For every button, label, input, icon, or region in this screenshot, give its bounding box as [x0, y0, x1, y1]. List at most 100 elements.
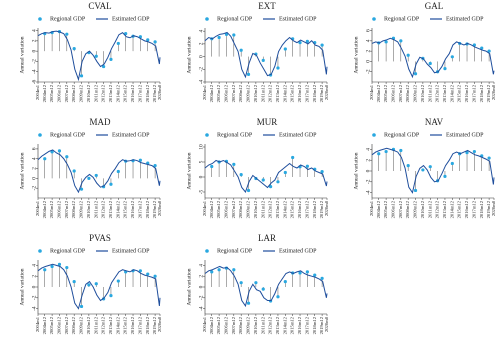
- y-axis-label: Annual variation: [19, 268, 25, 305]
- legend-label: Regional GDP: [50, 248, 86, 254]
- y-tick-label: -4: [198, 306, 204, 311]
- regional-point: [283, 280, 287, 284]
- x-tick-label: 2011m12: [93, 84, 98, 102]
- x-tick-label: 2020m8: [491, 84, 496, 100]
- regional-point: [146, 272, 150, 276]
- x-tick-label: 2016m12: [130, 200, 135, 218]
- x-tick-label: 2007m12: [64, 84, 69, 102]
- x-tick-label: 2019m12: [152, 200, 157, 218]
- y-tick-label: 0: [365, 60, 371, 63]
- panel-title: EXT: [258, 1, 276, 11]
- regional-point: [210, 270, 214, 274]
- legend-label: Estimated GDP: [446, 16, 484, 22]
- regional-point: [443, 67, 447, 71]
- x-tick-label: 2010m12: [86, 200, 91, 218]
- x-tick-label: 2004m12: [376, 84, 381, 102]
- x-tick-label: 2012m12: [268, 316, 273, 334]
- legend-label: Estimated GDP: [279, 248, 317, 254]
- regional-point: [72, 46, 76, 51]
- x-tick-label: 2012m12: [101, 200, 106, 218]
- y-tick-label: 4: [31, 264, 37, 267]
- x-tick-label: 2017m12: [137, 316, 142, 334]
- x-tick-label: 2011m12: [427, 84, 432, 102]
- x-tick-label: 2018m12: [312, 316, 317, 334]
- x-tick-label: 2016m12: [464, 84, 469, 102]
- x-tick-label: 2014m12: [282, 200, 287, 218]
- x-tick-label: 2004m1: [35, 200, 40, 216]
- x-tick-label: 2019m12: [152, 316, 157, 334]
- regional-point: [116, 169, 120, 174]
- x-tick-label: 2011m12: [260, 200, 265, 218]
- x-tick-label: 2016m12: [297, 84, 302, 102]
- regional-point: [116, 279, 120, 283]
- legend-label: Regional GDP: [384, 132, 420, 138]
- regional-point: [138, 158, 142, 162]
- y-tick-label: -4: [31, 306, 37, 311]
- x-tick-label: 2018m12: [312, 200, 317, 218]
- x-tick-label: 2014m12: [115, 200, 120, 218]
- legend-label: Estimated GDP: [279, 16, 317, 22]
- y-tick-label: 2: [31, 39, 37, 42]
- x-tick-label: 2006m12: [224, 316, 229, 334]
- x-tick-label: 2019m12: [319, 316, 324, 334]
- y-tick-label: -2: [365, 69, 371, 74]
- y-axis-label: Annual variation: [353, 152, 359, 189]
- legend-label: Estimated GDP: [112, 16, 150, 22]
- regional-point: [487, 156, 491, 160]
- regional-point: [443, 174, 447, 178]
- x-tick-label: 2014m12: [115, 84, 120, 102]
- regional-point: [79, 304, 84, 309]
- x-tick-label: 2018m12: [479, 84, 484, 102]
- x-tick-label: 2020m8: [491, 200, 496, 216]
- regional-point: [217, 35, 221, 40]
- regional-point: [320, 43, 324, 47]
- regional-point: [313, 273, 317, 277]
- x-tick-label: 2005m12: [216, 84, 221, 102]
- regional-point: [94, 282, 98, 286]
- y-tick-label: 0: [365, 169, 371, 172]
- regional-point: [450, 55, 454, 59]
- regional-point: [283, 170, 287, 175]
- y-tick-label: -2: [365, 179, 371, 184]
- x-tick-label: 2004m1: [202, 84, 207, 100]
- x-tick-label: 2004m1: [202, 200, 207, 216]
- x-tick-label: 2008m12: [238, 84, 243, 102]
- x-tick-label: 2018m12: [145, 84, 150, 102]
- y-tick-label: -5: [198, 189, 204, 194]
- estimated-line: [204, 265, 328, 308]
- y-tick-label: 2: [365, 50, 371, 53]
- regional-point: [43, 268, 47, 272]
- x-tick-label: 2012m12: [101, 84, 106, 102]
- y-tick-label: -2: [31, 186, 37, 191]
- x-tick-label: 2011m12: [427, 200, 432, 218]
- legend-label: Regional GDP: [217, 16, 253, 22]
- x-tick-label: 2008m12: [405, 200, 410, 218]
- x-tick-label: 2008m12: [238, 316, 243, 334]
- x-tick-label: 2008m12: [71, 200, 76, 218]
- x-tick-label: 2015m12: [123, 200, 128, 218]
- regional-point: [87, 176, 91, 180]
- regional-point: [239, 48, 243, 52]
- y-axis-label: Annual variation: [186, 268, 192, 305]
- x-tick-label: 2015m12: [457, 200, 462, 218]
- regional-point: [283, 47, 287, 51]
- x-tick-label: 2006m12: [224, 200, 229, 218]
- legend-label: Estimated GDP: [112, 132, 150, 138]
- y-tick-label: -2: [198, 295, 204, 300]
- x-tick-label: 2004m1: [369, 200, 374, 216]
- regional-point: [57, 262, 62, 266]
- y-tick-label: -2: [31, 59, 37, 64]
- regional-point: [239, 173, 243, 177]
- legend-marker: [372, 133, 376, 137]
- regional-point: [276, 295, 280, 299]
- y-tick-label: -6: [31, 79, 37, 84]
- x-tick-label: 2004m12: [209, 200, 214, 218]
- y-tick-label: 5: [198, 160, 204, 163]
- regional-point: [109, 294, 113, 298]
- x-tick-label: 2007m12: [398, 84, 403, 102]
- y-tick-label: 2: [365, 159, 371, 162]
- legend-label: Regional GDP: [217, 132, 253, 138]
- y-tick-label: 10: [198, 144, 204, 150]
- x-tick-label: 2017m12: [304, 316, 309, 334]
